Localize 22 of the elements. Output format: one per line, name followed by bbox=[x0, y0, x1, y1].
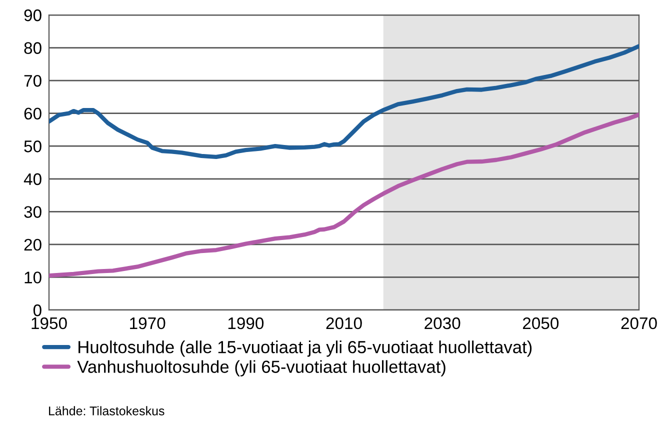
x-tick-label: 2030 bbox=[424, 317, 460, 330]
y-tick-label: 40 bbox=[24, 173, 42, 186]
y-tick-label: 70 bbox=[24, 74, 42, 87]
x-tick-label: 2010 bbox=[326, 317, 362, 330]
y-tick-label: 10 bbox=[24, 272, 42, 284]
y-tick-label: 20 bbox=[24, 238, 42, 251]
legend-label: Huoltosuhde (alle 15-vuotiaat ja yli 65-vuotiaat huollettavat) bbox=[78, 340, 532, 357]
line-series bbox=[49, 44, 639, 160]
line-series bbox=[49, 112, 639, 278]
y-tick-label: 0 bbox=[33, 304, 42, 316]
x-tick-label: 2050 bbox=[522, 317, 559, 330]
text: Lähde: Tilastokeskus bbox=[49, 406, 164, 416]
y-tick-label: 80 bbox=[24, 42, 42, 54]
y-tick-label: 50 bbox=[24, 140, 42, 152]
y-tick-label: 30 bbox=[24, 206, 42, 218]
x-tick-label: 1950 bbox=[32, 317, 67, 330]
legend-label: Vanhushuoltosuhde (yli 65-vuotiaat huollettavat) bbox=[77, 360, 446, 376]
y-tick-label: 90 bbox=[24, 9, 42, 22]
x-tick-label: 2070 bbox=[621, 317, 657, 330]
x-tick-label: 1970 bbox=[130, 317, 166, 330]
x-tick-label: 1990 bbox=[228, 317, 264, 330]
y-tick-label: 60 bbox=[24, 108, 42, 120]
